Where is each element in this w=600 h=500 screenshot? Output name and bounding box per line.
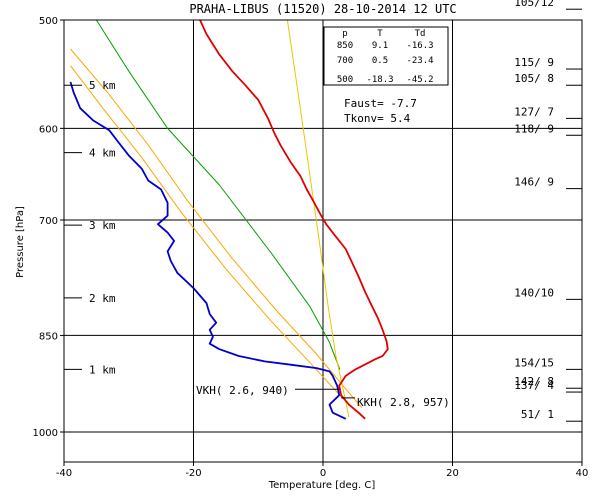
y-tick-label: 600 (39, 124, 58, 135)
stability-table-header: p (342, 29, 347, 39)
stability-table-rows: p T Td 850 9.1 -16.3 700 0.5 -23.4 500 -18.3 -45.2 (337, 29, 434, 85)
tkonv-value: Tkonv= 5.4 (344, 112, 411, 125)
x-axis-label: Temperature [deg. C] (268, 480, 376, 491)
series-moist-adiabat-2 (70, 48, 363, 409)
wind-level-label: 105/12 (514, 0, 554, 9)
stability-table-cell: 0.5 (372, 56, 388, 66)
height-level-label: 3 km (89, 219, 116, 232)
x-tick-label: -40 (56, 468, 72, 479)
y-tick-label: 850 (39, 331, 58, 342)
axis-ticks: -40 -20 0 20 40 500 600 700 850 1000 (33, 16, 589, 479)
x-tick-label: 0 (320, 468, 326, 479)
stability-table-cell: 9.1 (372, 41, 388, 51)
faust-index: Faust= -7.7 (344, 97, 417, 110)
stability-table-box (323, 26, 449, 86)
wind-level-label: 140/10 (514, 286, 554, 299)
height-level-label: 1 km (89, 363, 116, 376)
stability-table-cell: -16.3 (406, 41, 433, 51)
stability-table-cell: 850 (337, 41, 353, 51)
height-level-label: 2 km (89, 292, 116, 305)
stability-table: p T Td 850 9.1 -16.3 700 0.5 -23.4 500 -18.3 -45.2 (323, 26, 449, 86)
height-levels: 5 km 4 km 3 km 2 km 1 km (64, 79, 116, 376)
y-axis-label: Pressure [hPa] (15, 206, 26, 278)
curves (69, 19, 389, 420)
wind-level-label: 105/ 8 (514, 72, 554, 85)
stability-table-cell: 500 (337, 75, 353, 85)
x-tick-label: -20 (185, 468, 201, 479)
wind-level-label: 51/ 1 (521, 408, 554, 421)
stability-table-cell: -23.4 (406, 56, 433, 66)
stability-table-cell: -18.3 (366, 75, 393, 85)
grid (64, 20, 582, 462)
stability-table-cell: -45.2 (406, 75, 433, 85)
wind-level-label: 115/ 9 (514, 56, 554, 69)
wind-level-label: 127/ 7 (514, 105, 554, 118)
chart-title: PRAHA-LIBUS (11520) 28-10-2014 12 UTC (189, 2, 456, 16)
series-dry-adiabat (95, 19, 341, 370)
y-tick-label: 700 (39, 216, 58, 227)
x-tick-label: 40 (576, 468, 589, 479)
wind-level-label: 118/ 9 (514, 122, 554, 135)
y-tick-label: 1000 (33, 428, 58, 439)
height-level-label: 4 km (89, 147, 116, 160)
vkh-label: VKH( 2.6, 940) (196, 384, 289, 397)
y-tick-label: 500 (39, 16, 58, 27)
x-tick-label: 20 (446, 468, 459, 479)
series-mixing-ratio (286, 19, 350, 418)
wind-level-label: 142/ 8 (514, 375, 554, 388)
wind-level-label: 146/ 9 (514, 176, 554, 189)
stability-table-header: T (377, 29, 383, 39)
stability-table-cell: 700 (337, 56, 353, 66)
wind-level-label: 137/ 4 (514, 379, 554, 392)
series-dewpoint (69, 81, 347, 420)
wind-labels: 105/12 115/ 9 105/ 8 127/ 7 118/ 9 146/ 9 140/… (514, 0, 582, 422)
wind-level-label: 154/15 (514, 356, 554, 369)
kkh-label: KKH( 2.8, 957) (357, 396, 450, 409)
height-level-label: 5 km (89, 79, 116, 92)
series-temperature (199, 19, 389, 420)
stability-table-header: Td (415, 29, 426, 39)
